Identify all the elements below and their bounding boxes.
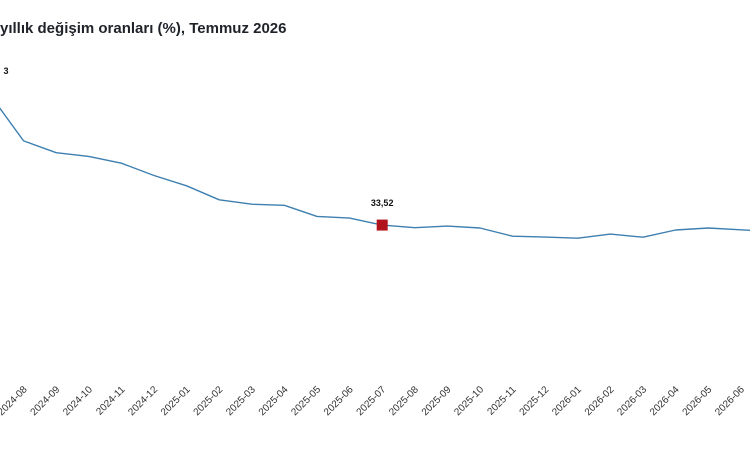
x-tick-label: 2025-04 [257,384,291,418]
x-tick-label: 2024-12 [126,384,160,418]
x-tick-label: 2025-11 [486,384,520,418]
x-tick-label: 2024-08 [0,384,30,418]
x-tick-label: 2026-06 [713,384,747,418]
x-tick-label: 2025-07 [355,384,389,418]
highlight-marker-1 [376,219,388,231]
x-tick-label: 2025-05 [289,384,323,418]
data-label-first: 3 [3,66,8,76]
x-tick-label: 2025-02 [192,384,226,418]
plot-area: 333,5232,1 [0,66,750,239]
x-tick-label: 2025-06 [322,384,356,418]
data-label-1: 33,52 [371,198,394,208]
x-tick-label: 2026-05 [681,384,715,418]
x-tick-label: 2025-01 [159,384,193,418]
x-tick-label: 2026-02 [583,384,617,418]
x-tick-label: 2024-11 [94,384,128,418]
x-tick-label: 2026-04 [648,384,682,418]
chart-title: yıllık değişim oranları (%), Temmuz 2026 [0,20,287,37]
x-tick-label: 2024-09 [29,384,63,418]
x-tick-label: 2025-12 [518,384,552,418]
x-tick-label: 2026-01 [550,384,584,418]
series-line [0,107,750,239]
x-tick-label: 2025-10 [452,384,486,418]
x-tick-label: 2024-10 [61,384,95,418]
x-tick-label: 2025-09 [420,384,454,418]
x-tick-label: 2026-03 [615,384,649,418]
x-tick-label: 2025-03 [224,384,258,418]
x-tick-label: 2025-08 [387,384,421,418]
